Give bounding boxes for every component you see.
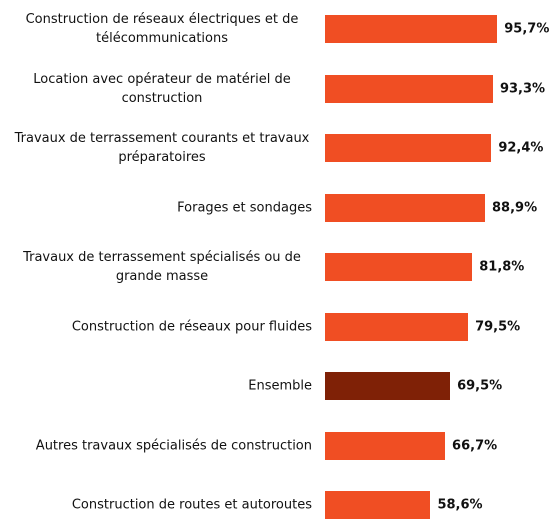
- category-text: Autres travaux spécialisés de constructi…: [35, 438, 312, 453]
- category-label: Construction de réseaux électriques et d…: [6, 10, 312, 48]
- bar: [325, 15, 498, 43]
- category-label: Location avec opérateur de matériel de c…: [6, 70, 312, 108]
- bar: [325, 74, 493, 103]
- value-label: 88,9%: [492, 200, 538, 215]
- category-text: Travaux de terrassement courants et trav…: [14, 131, 310, 165]
- category-label: Ensemble: [6, 377, 312, 396]
- value-label: 58,6%: [437, 497, 483, 513]
- category-text: Travaux de terrassement spécialisés ou d…: [23, 250, 301, 284]
- category-text: Forages et sondages: [177, 200, 312, 215]
- value-label: 81,8%: [479, 259, 525, 275]
- category-label: Autres travaux spécialisés de constructi…: [6, 436, 312, 455]
- bar: [325, 253, 473, 281]
- category-label: Travaux de terrassement courants et trav…: [6, 129, 312, 167]
- value-label: 95,7%: [504, 21, 550, 37]
- value-label: 66,7%: [452, 438, 498, 453]
- category-label: Forages et sondages: [6, 198, 312, 217]
- bar: [325, 431, 446, 460]
- category-text: Ensemble: [248, 378, 312, 394]
- bar: [325, 312, 469, 341]
- category-text: Construction de réseaux électriques et d…: [25, 12, 299, 46]
- bar: [325, 372, 451, 400]
- value-label: 79,5%: [475, 319, 521, 334]
- category-text: Construction de routes et autoroutes: [71, 497, 312, 513]
- category-label: Travaux de terrassement spécialisés ou d…: [6, 248, 312, 286]
- bar: [325, 491, 431, 519]
- category-text: Construction de réseaux pour fluides: [71, 319, 312, 334]
- value-label: 69,5%: [457, 378, 503, 394]
- category-label: Construction de routes et autoroutes: [6, 496, 312, 515]
- value-label: 93,3%: [499, 81, 546, 96]
- category-text: Location avec opérateur de matériel de c…: [33, 71, 291, 106]
- bar: [325, 193, 486, 222]
- category-label: Construction de réseaux pour fluides: [6, 317, 312, 336]
- bar: [325, 134, 492, 162]
- value-label: 92,4%: [498, 140, 544, 156]
